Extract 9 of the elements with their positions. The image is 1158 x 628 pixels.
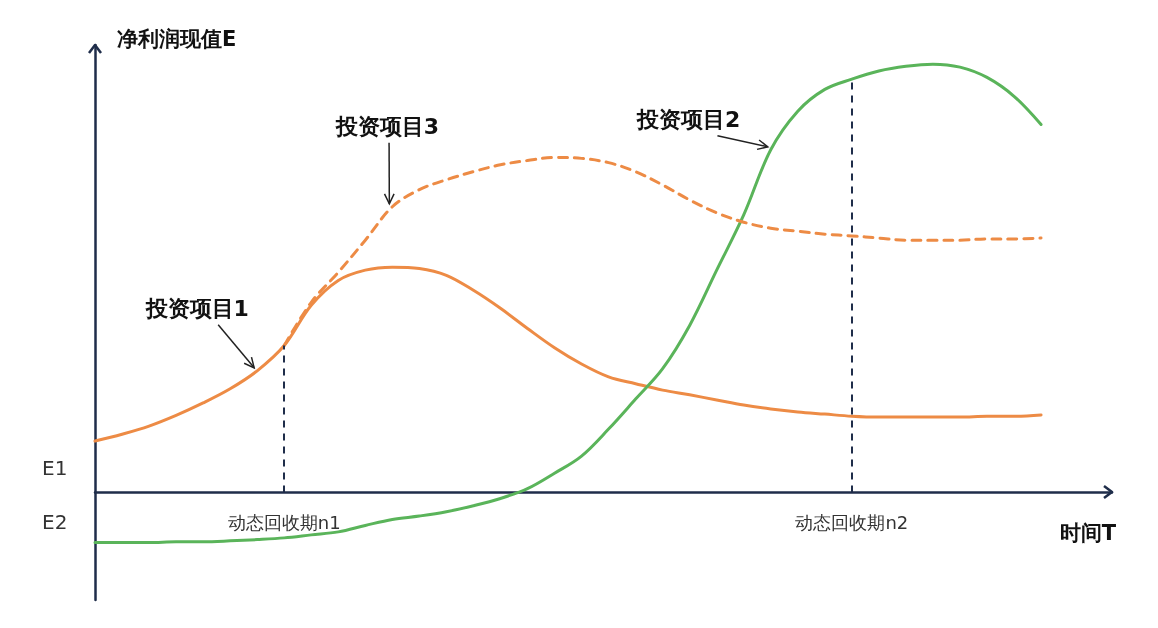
- series-label: 投资项目2: [636, 107, 741, 133]
- series-label: 投资项目1: [144, 296, 249, 322]
- y-axis-title: 净利润现值E: [117, 26, 237, 51]
- text: E1: [42, 456, 68, 481]
- text: E2: [42, 510, 68, 535]
- x-axis-title: 时间T: [1059, 520, 1117, 545]
- annotation: 动态回收期n1: [227, 511, 341, 533]
- annotation: 动态回收期n2: [795, 511, 909, 533]
- series-label: 投资项目3: [334, 114, 439, 140]
